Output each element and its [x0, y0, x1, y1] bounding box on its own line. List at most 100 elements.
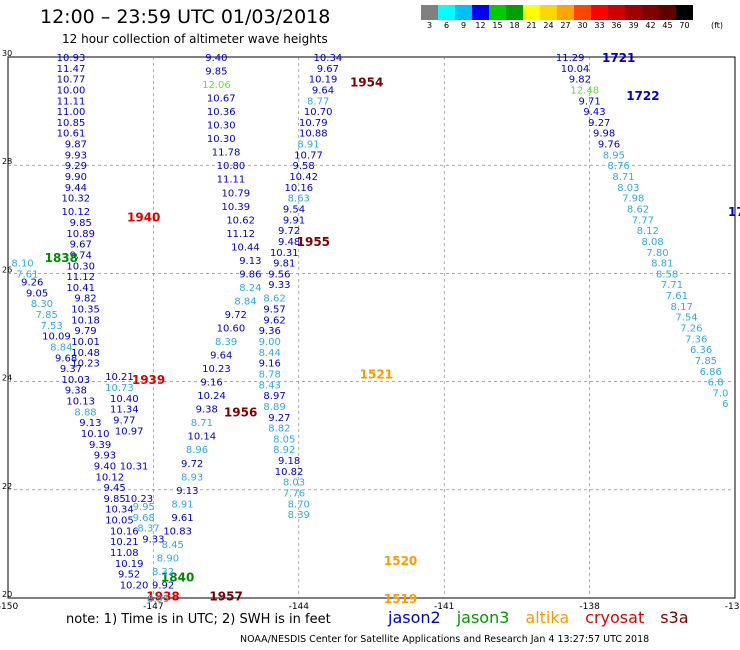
scale-swatch: [659, 5, 676, 20]
wave-height-value: 7.36: [685, 334, 707, 345]
pass-time-label: 1956: [224, 405, 257, 419]
y-tick-label: 30: [2, 49, 12, 58]
wave-height-value: 9.56: [268, 269, 290, 280]
x-tick-label: -150: [0, 602, 18, 612]
wave-height-value: 9.61: [171, 513, 193, 524]
pass-time-label: 1840: [161, 570, 194, 584]
wave-height-value: 10.13: [66, 397, 95, 408]
wave-height-value: 8.71: [191, 418, 213, 429]
wave-height-value: 9.86: [239, 269, 261, 280]
color-scale-labels: 3 6 9 12 15 18 21 24 27 30 33 36 39 42 45 70: [421, 21, 693, 30]
wave-height-value: 10.41: [66, 283, 95, 294]
wave-height-value: 10.23: [125, 494, 154, 505]
wave-height-value: 8.95: [147, 594, 169, 605]
wave-height-value: 9.76: [598, 140, 620, 151]
wave-height-value: 10.20: [120, 580, 149, 591]
y-tick-label: 20: [2, 590, 12, 599]
wave-height-value: 8.63: [288, 194, 310, 205]
wave-height-value: 8.17: [671, 302, 693, 313]
wave-height-value: 10.77: [294, 150, 323, 161]
wave-height-value: 9.38: [196, 405, 218, 416]
wave-height-value: 11.12: [226, 229, 255, 240]
credits-line: NOAA/NESDIS Center for Satellite Applica…: [240, 634, 650, 645]
wave-height-value: 8.39: [215, 337, 237, 348]
scale-label: 12: [475, 21, 486, 30]
wave-height-value: 10.05: [105, 516, 134, 527]
scale-label: 9: [460, 21, 467, 30]
scale-swatch: [591, 5, 608, 20]
wave-height-value: 9.40: [94, 461, 116, 472]
footer-note: note: 1) Time is in UTC; 2) SWH is in fe…: [66, 612, 331, 627]
wave-height-value: 9.77: [113, 415, 135, 426]
scale-swatch: [625, 5, 642, 20]
wave-height-value: 10.83: [163, 526, 192, 537]
pass-time-label: 1954: [350, 75, 383, 89]
scale-swatch: [642, 5, 659, 20]
scale-swatch: [540, 5, 557, 20]
wave-height-value: 7.0: [713, 388, 729, 399]
wave-height-value: 9.68: [133, 513, 155, 524]
wave-height-value: 10.73: [105, 383, 134, 394]
wave-height-value: 10.04: [561, 64, 590, 75]
x-tick-label: -141: [434, 602, 454, 612]
wave-height-value: 9.68: [55, 353, 77, 364]
wave-height-value: 11.11: [57, 96, 86, 107]
wave-height-value: 9.81: [273, 259, 295, 270]
wave-height-value: 9.62: [263, 315, 285, 326]
wave-height-value: 10.23: [71, 359, 100, 370]
scale-swatch: [421, 5, 438, 20]
wave-height-value: 9.45: [103, 483, 125, 494]
wave-height-value: 12.06: [202, 80, 231, 91]
wave-height-value: 10.62: [226, 215, 255, 226]
wave-height-value: 8.76: [608, 161, 630, 172]
wave-height-value: 11.00: [57, 107, 86, 118]
wave-height-value: 11.47: [57, 64, 86, 75]
wave-height-value: 8.58: [656, 269, 678, 280]
pass-time-label: 1521: [360, 367, 393, 381]
wave-height-value: 10.67: [207, 94, 236, 105]
wave-height-value: 9.18: [278, 456, 300, 467]
wave-height-value: 9.00: [259, 337, 281, 348]
scale-swatch: [523, 5, 540, 20]
scale-label: 42: [645, 21, 656, 30]
wave-height-value: 8.82: [268, 424, 290, 435]
wave-height-value: 9.13: [239, 256, 261, 267]
wave-height-value: 10.70: [304, 107, 333, 118]
wave-height-value: 8.77: [307, 96, 329, 107]
scale-label: 27: [560, 21, 571, 30]
wave-height-value: 10.80: [217, 161, 246, 172]
color-scale: [421, 5, 693, 20]
wave-height-value: 10.12: [62, 207, 91, 218]
wave-height-value: 10.79: [221, 188, 250, 199]
wave-height-value: 9.44: [65, 183, 87, 194]
wave-height-value: 8.78: [259, 369, 281, 380]
y-tick-label: 24: [2, 374, 12, 383]
pass-time-label: 1955: [297, 235, 330, 249]
wave-height-value: 9.16: [200, 378, 222, 389]
wave-height-value: 10.16: [284, 183, 313, 194]
wave-height-value: 6.86: [700, 367, 722, 378]
wave-height-value: 8.84: [50, 342, 72, 353]
scale-label: 21: [526, 21, 537, 30]
wave-height-value: 9.38: [65, 386, 87, 397]
wave-height-value: 10.30: [207, 121, 236, 132]
wave-height-value: 10.14: [188, 432, 217, 443]
wave-height-value: 10.77: [57, 75, 86, 86]
wave-height-value: 8.91: [297, 140, 319, 151]
color-scale-unit: (ft): [711, 21, 724, 30]
wave-height-value: 9.57: [263, 305, 285, 316]
wave-height-value: 10.24: [197, 391, 226, 402]
wave-height-value: 9.43: [583, 107, 605, 118]
wave-height-value: 10.03: [62, 375, 91, 386]
wave-height-value: 7.61: [666, 291, 688, 302]
wave-height-value: 8.03: [283, 478, 305, 489]
wave-height-value: 10.42: [289, 172, 318, 183]
wave-height-value: 8.12: [637, 226, 659, 237]
scale-label: 18: [509, 21, 520, 30]
wave-height-value: 8.62: [263, 294, 285, 305]
wave-height-value: 7.76: [283, 489, 305, 500]
wave-height-value: 9.37: [60, 364, 82, 375]
pass-time-label: 1721: [602, 51, 635, 65]
wave-height-value: 9.74: [70, 250, 92, 261]
